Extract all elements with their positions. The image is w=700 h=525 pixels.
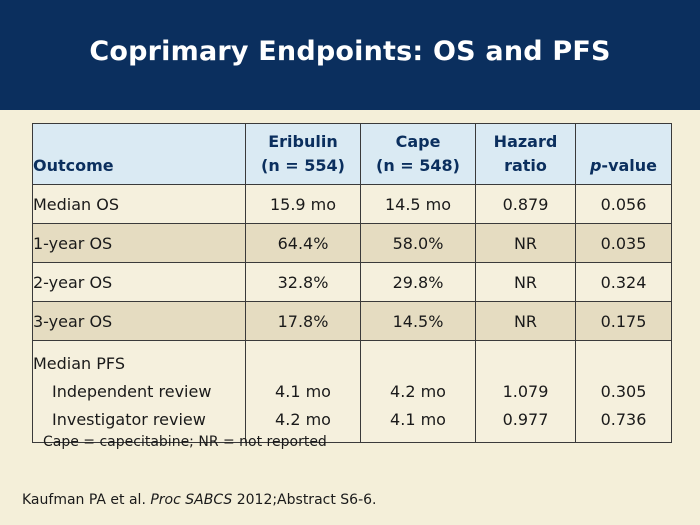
endpoints-table: Outcome Eribulin (n = 554) Cape (n = 548… xyxy=(32,123,672,443)
cell-outcome: 1-year OS xyxy=(32,223,246,263)
table-row: 3-year OS 17.8% 14.5% NR 0.175 xyxy=(32,301,672,341)
table-header-row: Outcome Eribulin (n = 554) Cape (n = 548… xyxy=(32,123,672,185)
cell-eribulin: 4.1 mo 4.2 mo xyxy=(245,340,361,443)
cell-p-value: 0.305 0.736 xyxy=(575,340,672,443)
cell-hazard-ratio: NR xyxy=(475,262,576,302)
cell-eribulin: 64.4% xyxy=(245,223,361,263)
cell-hazard-ratio: 0.879 xyxy=(475,184,576,224)
cell-eribulin: 15.9 mo xyxy=(245,184,361,224)
cell-cape: 29.8% xyxy=(360,262,476,302)
cell-p-value: 0.056 xyxy=(575,184,672,224)
slide-title: Coprimary Endpoints: OS and PFS xyxy=(89,36,611,67)
header-cape: Cape (n = 548) xyxy=(360,123,476,185)
table-row: Median OS 15.9 mo 14.5 mo 0.879 0.056 xyxy=(32,184,672,224)
cell-outcome: 3-year OS xyxy=(32,301,246,341)
cell-eribulin: 32.8% xyxy=(245,262,361,302)
cell-outcome: Median PFS Independent review Investigat… xyxy=(32,340,246,443)
table-row: 1-year OS 64.4% 58.0% NR 0.035 xyxy=(32,223,672,263)
pfs-subrow-label: Investigator review xyxy=(52,410,206,429)
table-footnote: Cape = capecitabine; NR = not reported xyxy=(43,434,327,450)
header-p-value: p-value xyxy=(575,123,672,185)
cell-cape: 14.5% xyxy=(360,301,476,341)
pfs-subrow-label: Independent review xyxy=(52,382,212,401)
cell-outcome: 2-year OS xyxy=(32,262,246,302)
cell-p-value: 0.035 xyxy=(575,223,672,263)
citation-journal: Proc SABCS xyxy=(150,492,233,508)
cell-p-value: 0.175 xyxy=(575,301,672,341)
cell-eribulin: 17.8% xyxy=(245,301,361,341)
cell-hazard-ratio: NR xyxy=(475,223,576,263)
cell-cape: 14.5 mo xyxy=(360,184,476,224)
cell-hazard-ratio: NR xyxy=(475,301,576,341)
table-row: 2-year OS 32.8% 29.8% NR 0.324 xyxy=(32,262,672,302)
cell-p-value: 0.324 xyxy=(575,262,672,302)
cell-outcome: Median OS xyxy=(32,184,246,224)
header-outcome: Outcome xyxy=(32,123,246,185)
citation: Kaufman PA et al. Proc SABCS 2012;Abstra… xyxy=(22,492,377,508)
header-eribulin: Eribulin (n = 554) xyxy=(245,123,361,185)
cell-cape: 58.0% xyxy=(360,223,476,263)
table-row-median-pfs: Median PFS Independent review Investigat… xyxy=(32,340,672,443)
title-banner: Coprimary Endpoints: OS and PFS xyxy=(0,0,700,110)
pfs-heading: Median PFS xyxy=(33,354,126,373)
cell-cape: 4.2 mo 4.1 mo xyxy=(360,340,476,443)
header-hazard-ratio: Hazard ratio xyxy=(475,123,576,185)
cell-hazard-ratio: 1.079 0.977 xyxy=(475,340,576,443)
